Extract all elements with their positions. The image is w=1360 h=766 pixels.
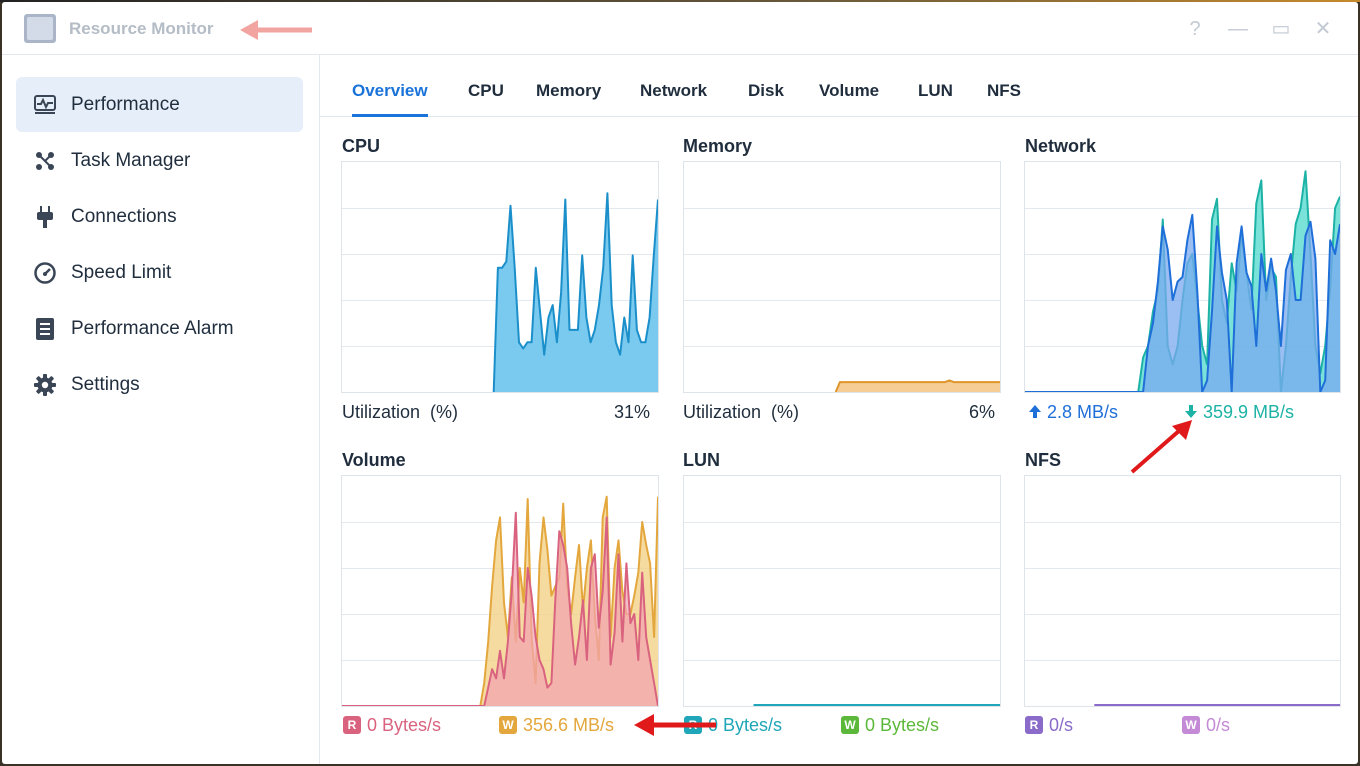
lun-graph [683,475,1001,707]
task-manager-icon [34,150,56,172]
series-line-cpu [492,192,658,392]
title-bar: Resource Monitor ? — ▭ ✕ [2,2,1358,55]
annotation-arrow-icon [1130,420,1192,474]
volume-graph [341,475,659,707]
volume-write-value: 356.6 MB/s [523,715,615,735]
download-arrow-icon [1185,405,1197,418]
write-badge: W [1182,716,1200,734]
memory-label-text: Utilization [683,402,762,422]
cpu-unit: (%) [430,402,459,422]
series-line-write [342,495,658,706]
tab-overview[interactable]: Overview [352,81,428,117]
nfs-write-value: 0/s [1206,715,1231,735]
help-button[interactable]: ? [1189,18,1201,40]
performance-icon [34,94,56,116]
tab-volume[interactable]: Volume [819,81,880,100]
read-badge: R [1025,716,1043,734]
network-panel-title: Network [1025,136,1097,156]
window-title: Resource Monitor [69,19,214,38]
volume-read-value: 0 Bytes/s [367,715,442,735]
tab-cpu[interactable]: CPU [468,81,504,100]
write-badge: W [841,716,859,734]
cpu-label-text: Utilization [342,402,421,422]
network-up-value: 2.8 MB/s [1047,402,1119,422]
app-icon [24,14,56,43]
tab-memory[interactable]: Memory [536,81,602,100]
sidebar-item-label: Settings [71,373,140,395]
g-net-plot [1025,170,1340,392]
gauge-icon [34,261,56,284]
volume-write: W 356.6 MB/s [499,715,614,736]
write-badge: W [499,716,517,734]
cpu-value: 31% [614,402,651,422]
minimize-button[interactable]: — [1228,18,1248,40]
series-area-memory [835,380,1000,392]
g-lun-plot [684,522,1000,706]
memory-value: 6% [969,402,996,422]
gear-icon [34,373,56,396]
memory-panel-title: Memory [683,136,753,156]
tab-nfs[interactable]: NFS [987,81,1021,100]
memory-utilization-label: Utilization (%) [683,402,799,423]
annotation-arrow-left-icon [240,20,312,40]
volume-panel-title: Volume [342,450,406,470]
sidebar-item-label: Performance [71,93,180,115]
annotation-arrow-icon [634,714,716,736]
series-area-up [1025,214,1340,392]
sidebar-item-performance-alarm[interactable]: Performance Alarm [16,301,303,356]
sidebar-item-label: Speed Limit [71,261,172,283]
series-line-read [342,511,658,706]
series-line-memory [834,379,1000,392]
network-upload: 2.8 MB/s [1029,402,1118,423]
lun-read-value: 0 Bytes/s [708,715,783,735]
alarm-icon [34,317,56,340]
sidebar-item-performance[interactable]: Performance [16,77,303,132]
cpu-panel-title: CPU [342,136,381,156]
memory-graph [683,161,1001,393]
network-graph [1024,161,1341,393]
series-area-cpu [493,193,658,392]
sidebar-item-label: Connections [71,205,177,227]
lun-write: W 0 Bytes/s [841,715,939,736]
nfs-read: R 0/s [1025,715,1073,736]
close-button[interactable]: ✕ [1314,18,1332,40]
lun-panel-title: LUN [683,450,720,470]
desktop-background [0,0,1360,2]
sidebar-item-connections[interactable]: Connections [16,189,303,244]
upload-arrow-icon [1029,405,1041,418]
plug-icon [34,205,56,228]
g-nfs-plot [1025,522,1340,706]
nfs-write: W 0/s [1182,715,1230,736]
maximize-button[interactable]: ▭ [1271,18,1291,40]
g-vol-plot [342,495,658,706]
sidebar-item-task-manager[interactable]: Task Manager [16,133,303,188]
tab-disk[interactable]: Disk [748,81,784,100]
series-line-up [1025,213,1340,392]
tab-network[interactable]: Network [640,81,708,100]
g-cpu-plot [342,192,658,392]
nfs-graph [1024,475,1341,707]
sidebar-item-label: Task Manager [71,149,191,171]
g-mem-plot [684,208,1000,392]
series-area-read [342,512,658,706]
nfs-panel-title: NFS [1025,450,1061,470]
nfs-read-value: 0/s [1049,715,1074,735]
sidebar-item-label: Performance Alarm [71,317,234,339]
memory-unit: (%) [771,402,800,422]
cpu-graph [341,161,659,393]
sidebar-item-settings[interactable]: Settings [16,357,303,412]
read-badge: R [343,716,361,734]
network-down-value: 359.9 MB/s [1203,402,1295,422]
tab-lun[interactable]: LUN [918,81,953,100]
tab-bar: Overview CPU Memory Network Disk Volume … [320,55,1358,117]
sidebar-item-speed-limit[interactable]: Speed Limit [16,245,303,300]
volume-read: R 0 Bytes/s [343,715,441,736]
sidebar: Performance Task Manager Connections Spe… [2,55,320,764]
cpu-utilization-label: Utilization (%) [342,402,458,423]
lun-write-value: 0 Bytes/s [865,715,940,735]
network-download: 359.9 MB/s [1185,402,1294,423]
